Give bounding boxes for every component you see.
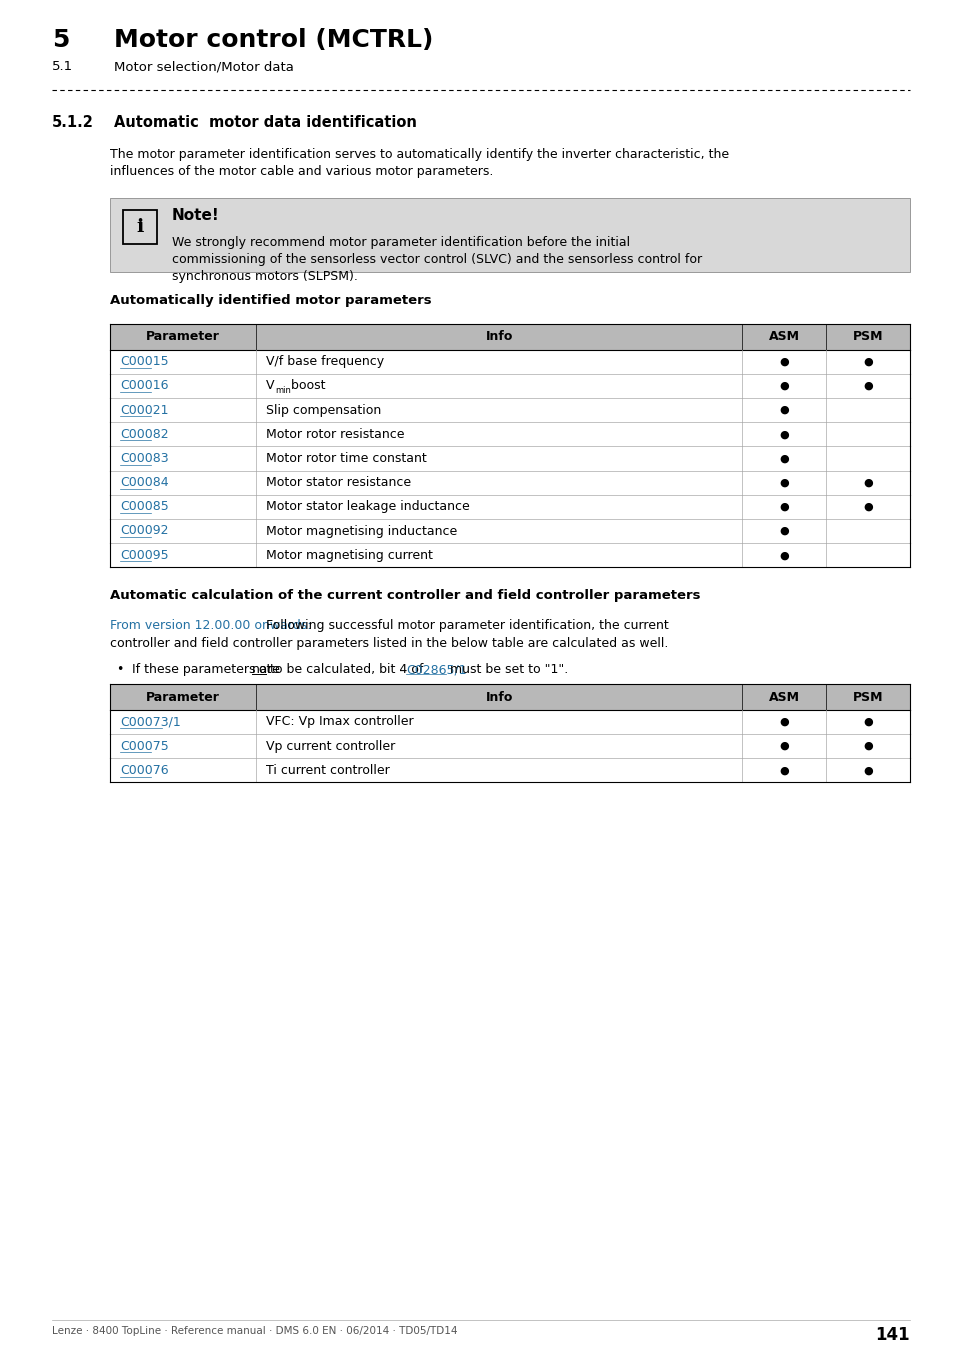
- Text: Motor stator leakage inductance: Motor stator leakage inductance: [266, 501, 470, 513]
- Text: Parameter: Parameter: [146, 691, 220, 703]
- Text: ●: ●: [779, 405, 788, 414]
- Text: C00021: C00021: [120, 404, 169, 417]
- Text: controller and field controller parameters listed in the below table are calcula: controller and field controller paramete…: [110, 637, 668, 649]
- Text: Automatic  motor data identification: Automatic motor data identification: [113, 115, 416, 130]
- Text: If these parameters are: If these parameters are: [132, 663, 284, 676]
- FancyBboxPatch shape: [110, 374, 909, 398]
- Text: ●: ●: [862, 502, 872, 512]
- Text: C00073/1: C00073/1: [120, 716, 180, 729]
- Text: Motor rotor resistance: Motor rotor resistance: [266, 428, 404, 440]
- Text: C00092: C00092: [120, 525, 169, 537]
- Text: C00075: C00075: [120, 740, 169, 752]
- FancyBboxPatch shape: [110, 198, 909, 271]
- Text: •: •: [116, 663, 123, 676]
- Text: 5.1: 5.1: [52, 59, 73, 73]
- Text: boost: boost: [287, 379, 326, 393]
- Text: must be set to "1".: must be set to "1".: [445, 663, 567, 676]
- Text: 141: 141: [875, 1326, 909, 1345]
- Text: C00084: C00084: [120, 477, 169, 489]
- Text: ●: ●: [779, 429, 788, 439]
- Text: C00095: C00095: [120, 548, 169, 562]
- Text: ASM: ASM: [768, 331, 799, 343]
- Text: Automatic calculation of the current controller and field controller parameters: Automatic calculation of the current con…: [110, 590, 700, 602]
- Text: Motor selection/Motor data: Motor selection/Motor data: [113, 59, 294, 73]
- Text: C00015: C00015: [120, 355, 169, 369]
- FancyBboxPatch shape: [110, 350, 909, 374]
- Text: ●: ●: [862, 765, 872, 775]
- FancyBboxPatch shape: [110, 543, 909, 567]
- Text: ●: ●: [862, 356, 872, 367]
- Text: Ti current controller: Ti current controller: [266, 764, 390, 776]
- FancyBboxPatch shape: [110, 471, 909, 494]
- FancyBboxPatch shape: [123, 211, 157, 244]
- Text: C00016: C00016: [120, 379, 169, 393]
- Text: Lenze · 8400 TopLine · Reference manual · DMS 6.0 EN · 06/2014 · TD05/TD14: Lenze · 8400 TopLine · Reference manual …: [52, 1326, 457, 1336]
- Text: From version 12.00.00 onwards:: From version 12.00.00 onwards:: [110, 620, 312, 632]
- Text: Motor stator resistance: Motor stator resistance: [266, 477, 411, 489]
- Text: Slip compensation: Slip compensation: [266, 404, 381, 417]
- Text: V: V: [266, 379, 274, 393]
- Text: i: i: [136, 217, 144, 236]
- FancyBboxPatch shape: [110, 324, 909, 350]
- Text: ●: ●: [779, 526, 788, 536]
- FancyBboxPatch shape: [110, 423, 909, 447]
- Text: Motor control (MCTRL): Motor control (MCTRL): [113, 28, 433, 53]
- Text: ●: ●: [779, 551, 788, 560]
- Text: PSM: PSM: [852, 691, 882, 703]
- Text: Parameter: Parameter: [146, 331, 220, 343]
- Text: ●: ●: [779, 502, 788, 512]
- FancyBboxPatch shape: [110, 710, 909, 734]
- Text: VFC: Vp Imax controller: VFC: Vp Imax controller: [266, 716, 414, 729]
- Text: Info: Info: [485, 331, 513, 343]
- Text: ASM: ASM: [768, 691, 799, 703]
- Text: Motor rotor time constant: Motor rotor time constant: [266, 452, 427, 464]
- Text: ●: ●: [779, 381, 788, 390]
- Text: C00082: C00082: [120, 428, 169, 440]
- Text: 5.1.2: 5.1.2: [52, 115, 93, 130]
- Text: C00083: C00083: [120, 452, 169, 464]
- Text: C00076: C00076: [120, 764, 169, 776]
- FancyBboxPatch shape: [110, 684, 909, 710]
- FancyBboxPatch shape: [110, 734, 909, 759]
- Text: Info: Info: [485, 691, 513, 703]
- Text: V/f base frequency: V/f base frequency: [266, 355, 384, 369]
- FancyBboxPatch shape: [110, 398, 909, 423]
- Text: C00085: C00085: [120, 501, 169, 513]
- Text: PSM: PSM: [852, 331, 882, 343]
- Text: to be calculated, bit 4 of: to be calculated, bit 4 of: [266, 663, 427, 676]
- Text: min: min: [274, 386, 291, 394]
- Text: Vp current controller: Vp current controller: [266, 740, 395, 752]
- Text: 5: 5: [52, 28, 70, 53]
- FancyBboxPatch shape: [110, 759, 909, 783]
- Text: Note!: Note!: [172, 208, 219, 223]
- Text: ●: ●: [779, 765, 788, 775]
- Text: ●: ●: [862, 478, 872, 487]
- Text: ●: ●: [862, 381, 872, 390]
- Text: ●: ●: [779, 454, 788, 463]
- FancyBboxPatch shape: [110, 494, 909, 518]
- Text: not: not: [252, 663, 272, 676]
- FancyBboxPatch shape: [110, 518, 909, 543]
- Text: ●: ●: [779, 478, 788, 487]
- Text: C02865/1: C02865/1: [405, 663, 466, 676]
- Text: The motor parameter identification serves to automatically identify the inverter: The motor parameter identification serve…: [110, 148, 728, 178]
- Text: Following successful motor parameter identification, the current: Following successful motor parameter ide…: [261, 620, 667, 632]
- Text: Motor magnetising inductance: Motor magnetising inductance: [266, 525, 457, 537]
- Text: ●: ●: [779, 356, 788, 367]
- Text: ●: ●: [862, 741, 872, 751]
- Text: Motor magnetising current: Motor magnetising current: [266, 548, 433, 562]
- Text: ●: ●: [779, 741, 788, 751]
- Text: ●: ●: [779, 717, 788, 726]
- Text: Automatically identified motor parameters: Automatically identified motor parameter…: [110, 294, 431, 306]
- FancyBboxPatch shape: [110, 447, 909, 471]
- Text: We strongly recommend motor parameter identification before the initial
commissi: We strongly recommend motor parameter id…: [172, 236, 701, 284]
- Text: ●: ●: [862, 717, 872, 726]
